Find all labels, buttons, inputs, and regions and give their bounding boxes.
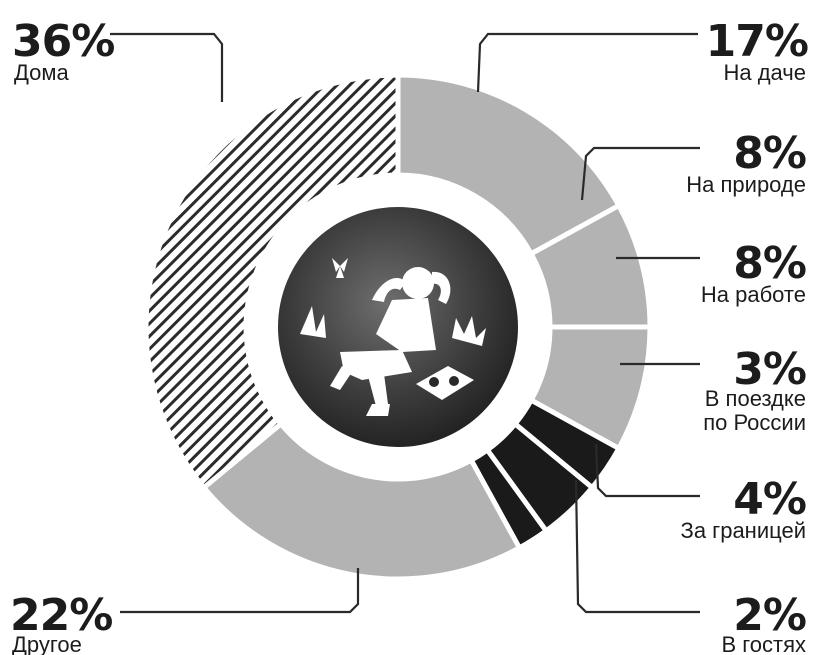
- slice-label-dacha: 17% На даче: [706, 16, 809, 85]
- value-label-guests: 2%: [733, 590, 806, 641]
- slice-label-work: 8% На работе: [701, 238, 807, 307]
- slice-label-guests: 2% В гостях: [721, 590, 807, 655]
- slice-label-russia-trip: 3% В поездке по России: [703, 344, 807, 435]
- slice-label-abroad: 4% За границей: [681, 474, 807, 543]
- slice-label-nature: 8% На природе: [686, 128, 807, 197]
- donut-slices: [143, 72, 653, 582]
- value-label-nature: 8%: [733, 128, 806, 179]
- category-label-dacha: На даче: [723, 60, 806, 85]
- slice-label-home: 36% Дома: [12, 16, 115, 85]
- leader-lines: [110, 32, 700, 614]
- category-label-russia-trip-line2: по России: [703, 410, 806, 435]
- slice-home: [143, 72, 401, 492]
- person-relaxing-icon: [300, 258, 486, 416]
- value-label-abroad: 4%: [733, 474, 806, 525]
- slice-dacha: [395, 72, 623, 258]
- category-label-home: Дома: [14, 60, 70, 85]
- slice-label-other: 22% Другое: [10, 590, 113, 655]
- category-label-guests: В гостях: [721, 632, 806, 655]
- value-label-other: 22%: [10, 590, 112, 641]
- category-label-work: На работе: [701, 282, 806, 307]
- category-label-russia-trip-line1: В поездке: [705, 386, 806, 411]
- value-label-work: 8%: [733, 238, 806, 289]
- category-label-other: Другое: [12, 632, 82, 655]
- category-label-abroad: За границей: [681, 518, 806, 543]
- value-label-russia-trip: 3%: [733, 344, 806, 395]
- category-label-nature: На природе: [686, 172, 806, 197]
- value-label-dacha: 17%: [706, 16, 808, 67]
- value-label-home: 36%: [12, 16, 114, 67]
- slice-other: [200, 420, 523, 582]
